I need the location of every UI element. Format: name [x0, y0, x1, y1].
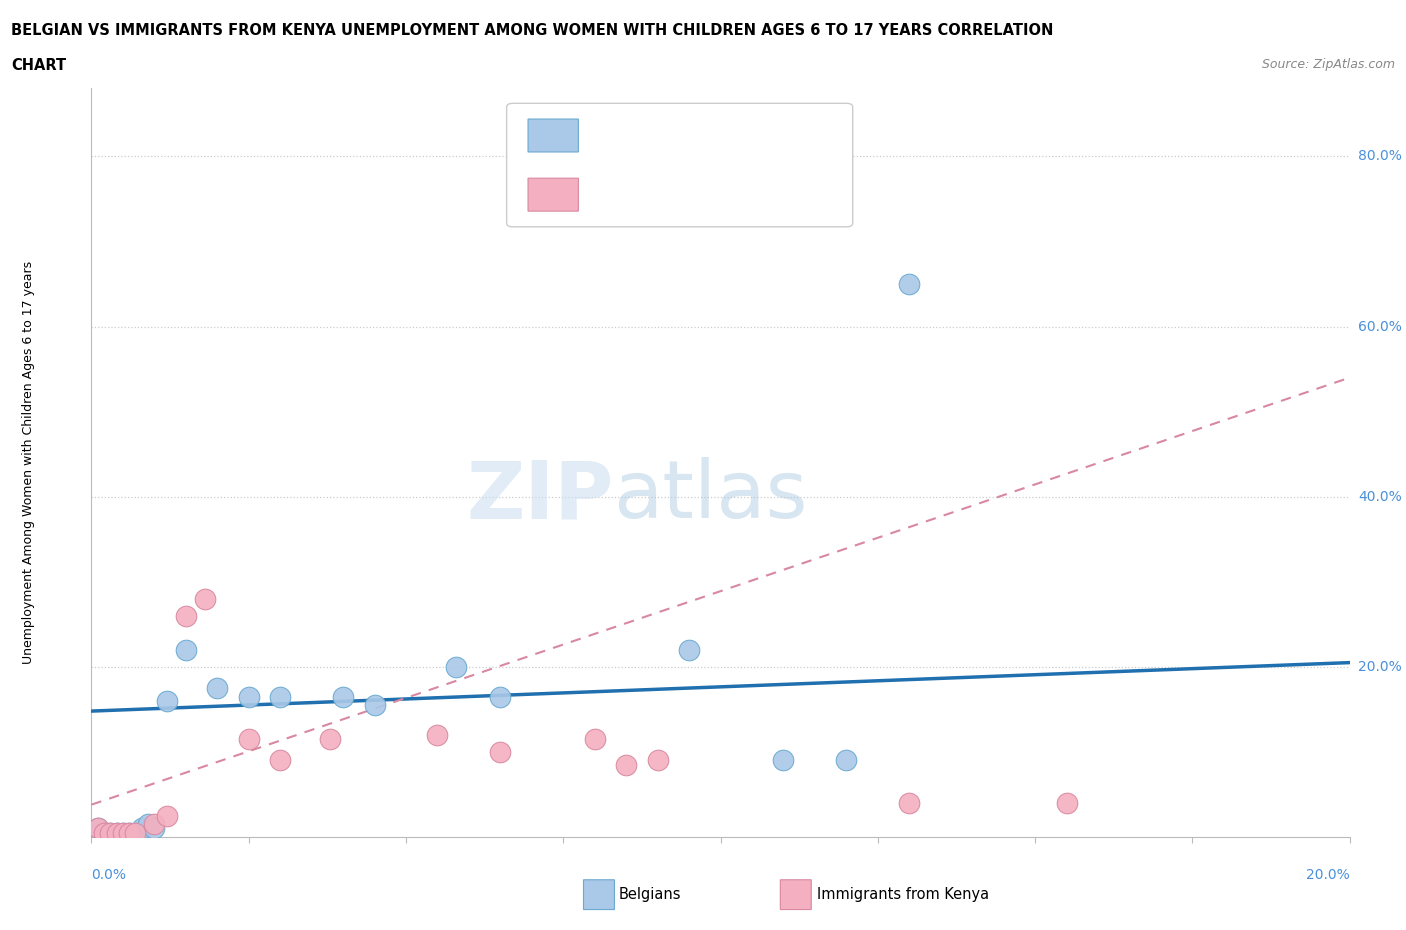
Text: 0.0%: 0.0%	[91, 868, 127, 882]
Point	[205, 681, 228, 696]
Point	[124, 825, 146, 840]
Point	[319, 732, 342, 747]
Point	[269, 753, 291, 768]
Point	[332, 689, 354, 704]
Point	[269, 689, 291, 704]
Point	[1056, 795, 1078, 810]
FancyBboxPatch shape	[506, 103, 852, 227]
Point	[111, 825, 134, 840]
Text: 60.0%: 60.0%	[1358, 320, 1402, 334]
Point	[111, 825, 134, 840]
FancyBboxPatch shape	[529, 119, 578, 152]
Text: R = 0.538   N = 21: R = 0.538 N = 21	[591, 187, 756, 202]
Text: CHART: CHART	[11, 58, 66, 73]
Point	[772, 753, 794, 768]
Text: Source: ZipAtlas.com: Source: ZipAtlas.com	[1261, 58, 1395, 71]
Text: 20.0%: 20.0%	[1306, 868, 1350, 882]
Point	[446, 659, 468, 674]
Point	[86, 821, 108, 836]
Point	[131, 821, 153, 836]
Point	[898, 795, 921, 810]
Point	[118, 825, 141, 840]
Point	[143, 821, 166, 836]
Point	[98, 825, 121, 840]
Text: Immigrants from Kenya: Immigrants from Kenya	[817, 887, 988, 902]
Text: 40.0%: 40.0%	[1358, 490, 1402, 504]
Point	[105, 825, 128, 840]
Point	[238, 732, 260, 747]
Point	[174, 608, 197, 623]
Point	[363, 698, 385, 712]
Point	[143, 817, 166, 831]
Point	[426, 727, 449, 742]
Text: BELGIAN VS IMMIGRANTS FROM KENYA UNEMPLOYMENT AMONG WOMEN WITH CHILDREN AGES 6 T: BELGIAN VS IMMIGRANTS FROM KENYA UNEMPLO…	[11, 23, 1053, 38]
FancyBboxPatch shape	[529, 179, 578, 211]
Point	[93, 825, 115, 840]
Point	[93, 825, 115, 840]
Point	[124, 825, 146, 840]
Point	[118, 825, 141, 840]
Text: atlas: atlas	[613, 458, 808, 536]
Text: 20.0%: 20.0%	[1358, 660, 1402, 674]
Text: 80.0%: 80.0%	[1358, 150, 1402, 164]
Text: ZIP: ZIP	[467, 458, 613, 536]
Point	[614, 757, 637, 772]
Point	[194, 591, 217, 606]
Point	[583, 732, 606, 747]
Text: Belgians: Belgians	[619, 887, 681, 902]
Point	[136, 817, 159, 831]
Point	[898, 276, 921, 291]
Point	[238, 689, 260, 704]
Point	[647, 753, 669, 768]
Point	[105, 825, 128, 840]
Point	[86, 821, 108, 836]
Point	[156, 808, 179, 823]
Text: Unemployment Among Women with Children Ages 6 to 17 years: Unemployment Among Women with Children A…	[22, 261, 35, 664]
Point	[489, 689, 512, 704]
Point	[174, 643, 197, 658]
Point	[678, 643, 700, 658]
Point	[835, 753, 858, 768]
Point	[156, 694, 179, 709]
Point	[489, 745, 512, 760]
Text: R = 0.060   N = 23: R = 0.060 N = 23	[591, 128, 756, 143]
Point	[98, 825, 121, 840]
